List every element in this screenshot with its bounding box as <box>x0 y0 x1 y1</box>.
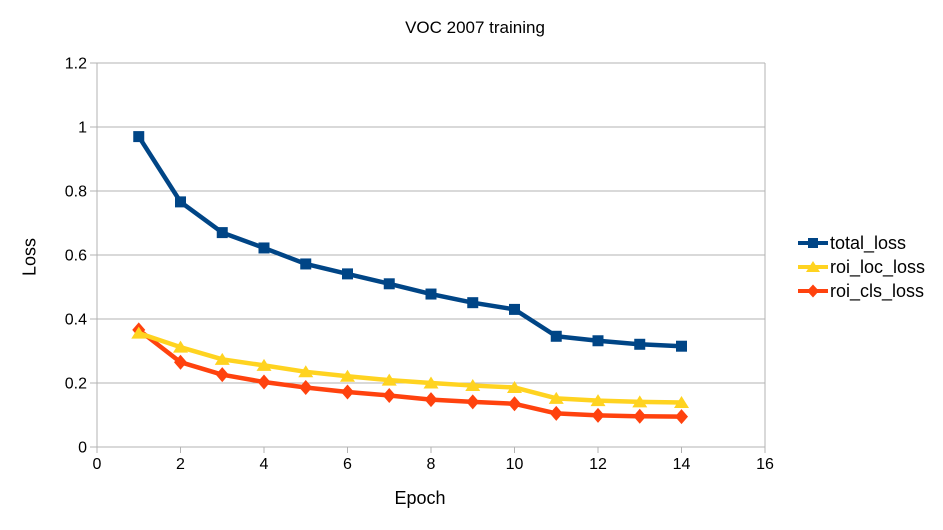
series-marker-roi_loc_loss <box>674 396 689 409</box>
legend-item-roi-loc-loss: roi_loc_loss <box>797 255 925 279</box>
series-marker-roi_cls_loss <box>591 407 605 423</box>
series-marker-roi_loc_loss <box>632 395 648 408</box>
series-marker-roi_cls_loss <box>508 396 521 412</box>
x-tick-label: 4 <box>260 456 269 473</box>
series-marker-roi_cls_loss <box>257 374 271 390</box>
series-marker-total_loss <box>258 242 270 254</box>
series-marker-total_loss <box>634 338 646 350</box>
series-marker-roi_loc_loss <box>423 376 439 389</box>
x-tick-label: 6 <box>343 456 352 473</box>
series-marker-total_loss <box>592 335 604 347</box>
roi-cls-loss-marker-icon <box>798 284 828 298</box>
legend-label-total-loss: total_loss <box>830 232 907 253</box>
series-marker-roi_loc_loss <box>298 365 314 378</box>
series-marker-total_loss <box>133 131 145 143</box>
series-marker-total_loss <box>509 303 520 315</box>
series-marker-roi_cls_loss <box>215 367 229 383</box>
series-marker-roi_cls_loss <box>466 394 480 410</box>
series-marker-roi_loc_loss <box>507 380 522 393</box>
y-tick-label: 0 <box>78 440 87 457</box>
series-marker-roi_loc_loss <box>340 369 355 382</box>
legend-label-roi-cls-loss: roi_cls_loss <box>830 280 925 301</box>
series-marker-roi_cls_loss <box>675 409 688 425</box>
series-marker-roi_cls_loss <box>382 387 396 403</box>
x-tick-label: 14 <box>673 456 691 473</box>
total-loss-marker-icon <box>798 238 828 248</box>
legend-item-roi-cls-loss: roi_cls_loss <box>797 279 925 303</box>
series-marker-roi_cls_loss <box>299 379 313 395</box>
series-marker-roi_loc_loss <box>548 391 564 404</box>
x-tick-label: 0 <box>93 456 102 473</box>
series-line-roi_loc_loss <box>136 330 684 405</box>
series-marker-roi_loc_loss <box>465 379 481 392</box>
chart-title: VOC 2007 training <box>405 18 545 37</box>
x-tick-label: 2 <box>176 456 185 473</box>
y-axis-title: Loss <box>19 237 40 277</box>
series-marker-roi_loc_loss <box>131 326 147 339</box>
series-marker-total_loss <box>383 278 395 290</box>
y-tick-label: 1 <box>78 120 87 137</box>
series-marker-roi_cls_loss <box>549 405 563 421</box>
y-tick-label: 0.8 <box>65 184 87 201</box>
roi-loc-loss-marker-icon <box>798 261 828 272</box>
y-tick-label: 0.6 <box>65 248 87 265</box>
series-line-roi_cls_loss <box>136 327 684 419</box>
x-axis-title: Epoch <box>394 488 446 508</box>
series-marker-total_loss <box>467 297 479 309</box>
x-tick-label: 12 <box>589 456 607 473</box>
x-tick-label: 16 <box>756 456 774 473</box>
series-marker-total_loss <box>676 340 687 352</box>
y-tick-label: 1.2 <box>65 56 87 73</box>
series-marker-roi_cls_loss <box>424 392 438 408</box>
series-line-total_loss <box>136 134 684 349</box>
y-tick-label: 0.4 <box>65 312 87 329</box>
series-marker-roi_loc_loss <box>590 394 606 407</box>
series-marker-total_loss <box>216 227 228 239</box>
series-marker-roi_loc_loss <box>173 340 188 353</box>
y-tick-label: 0.2 <box>65 376 87 393</box>
series-marker-roi_loc_loss <box>381 373 397 386</box>
legend-item-total-loss: total_loss <box>797 231 925 255</box>
series-marker-total_loss <box>550 330 562 342</box>
series-marker-total_loss <box>425 288 437 300</box>
x-tick-label: 8 <box>427 456 436 473</box>
legend: total_loss roi_loc_loss roi_cls_loss <box>797 231 925 303</box>
legend-label-roi-loc-loss: roi_loc_loss <box>830 256 926 277</box>
series-marker-roi_loc_loss <box>256 358 272 371</box>
series-marker-total_loss <box>175 196 186 208</box>
series-marker-roi_loc_loss <box>214 352 230 365</box>
series-marker-roi_cls_loss <box>174 354 187 370</box>
series-marker-total_loss <box>300 258 312 270</box>
series-marker-total_loss <box>342 268 353 280</box>
series-marker-roi_cls_loss <box>341 384 354 400</box>
series-marker-roi_cls_loss <box>633 408 647 424</box>
x-tick-label: 10 <box>506 456 524 473</box>
